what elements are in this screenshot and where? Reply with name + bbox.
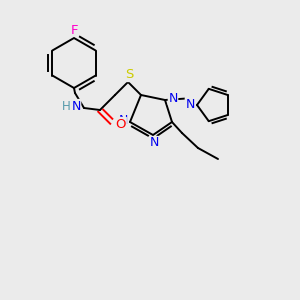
Text: N: N [168,92,178,104]
Text: N: N [71,100,81,112]
Text: O: O [116,118,126,130]
Text: F: F [70,23,78,37]
Text: S: S [125,68,133,82]
Text: N: N [118,115,128,128]
Text: H: H [61,100,70,112]
Text: N: N [149,136,159,149]
Text: N: N [185,98,195,110]
